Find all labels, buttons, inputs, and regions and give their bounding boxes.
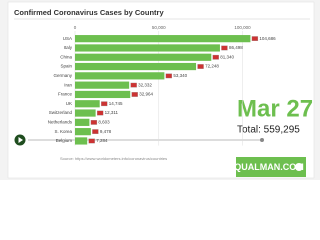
date-label: Mar 27 [237,95,313,122]
value-label: 72,248 [205,64,219,69]
value-label: 7,284 [96,138,108,143]
flag [88,138,95,144]
value-label: 81,340 [220,54,234,59]
bar [75,62,197,71]
category-label: Switzerland [49,110,73,115]
bar [75,81,130,89]
bar [75,72,165,80]
flag [251,36,259,42]
bar [75,53,212,61]
value-label: 9,478 [100,129,112,134]
bar [75,109,96,117]
bar [75,137,88,145]
chart: Confirmed Coronavirus Cases by Country M… [0,0,320,180]
logo: EQUALMAN.COM [228,162,304,172]
category-label: China [60,54,72,59]
bar [75,118,90,126]
bar [75,44,220,52]
chart-title: Confirmed Coronavirus Cases by Country [14,8,164,17]
flag [101,101,108,107]
bar [75,128,91,136]
flag [221,45,228,51]
category-label: Italy [64,45,73,50]
category-label: Iran [64,82,72,87]
category-label: S. Korea [54,129,72,134]
value-label: 8,603 [98,120,110,125]
flag [130,82,137,88]
value-label: 14,745 [109,101,123,106]
category-label: Germany [53,73,72,78]
x-tick-label: 0 [74,25,77,30]
value-label: 32,964 [139,92,153,97]
value-label: 12,311 [105,110,119,115]
total-label: Total: 559,295 [237,125,300,136]
value-label: 104,686 [259,36,276,41]
category-label: Spain [60,64,72,69]
bar [75,90,131,99]
bar [75,100,100,108]
flag [96,110,104,116]
bar [75,35,251,43]
logo-icon [295,163,303,171]
value-label: 32,332 [138,82,152,87]
source: Source: https://www.worldometers.info/co… [60,156,167,161]
x-tick-label: 100,000 [234,25,251,30]
flag [165,73,173,79]
card [7,1,315,179]
value-label: 53,340 [173,73,187,78]
logo-box [236,157,306,177]
category-label: Netherlands [48,120,73,125]
value-label: 86,498 [229,45,243,50]
timeline-handle[interactable] [260,138,264,142]
flag [90,120,98,125]
category-label: Belgium [56,138,73,143]
flag [212,54,219,60]
play-icon [18,137,23,143]
flag [92,129,99,134]
flag [131,92,138,97]
x-tick-label: 50,000 [152,25,166,30]
flag [197,64,204,69]
category-label: France [58,92,73,97]
category-label: UK [66,101,72,106]
category-label: USA [63,36,72,41]
